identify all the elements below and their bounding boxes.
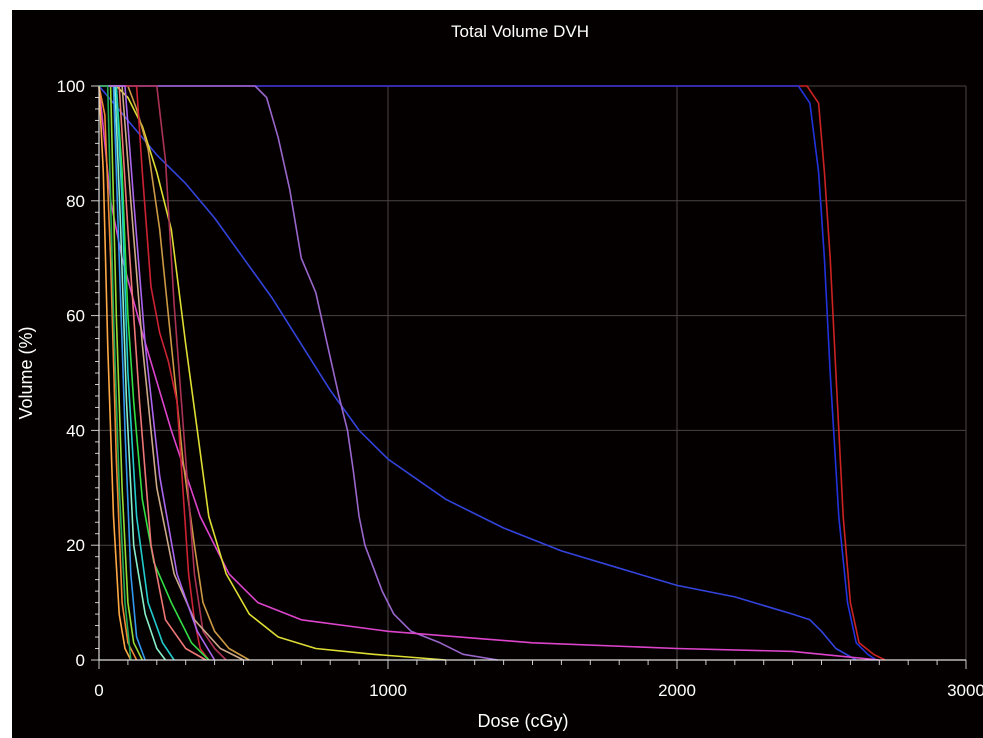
series-line-6 [99, 85, 446, 661]
series-line-17 [99, 85, 207, 661]
y-tick-label: 20 [66, 536, 85, 555]
series-line-3 [98, 85, 857, 661]
y-tick-label: 60 [66, 307, 85, 326]
minor-ticks [91, 85, 967, 669]
dvh-chart: Total Volume DVH 0 1000 2000 3000 0 20 40 60 80… [16, 22, 983, 731]
series-line-14 [98, 85, 132, 661]
x-tick-label: 0 [94, 681, 103, 700]
grid [99, 85, 967, 660]
series-line-4 [99, 85, 498, 661]
x-tick-label: 3000 [947, 681, 983, 700]
y-tick-label: 80 [66, 192, 85, 211]
x-tick-label: 1000 [369, 681, 407, 700]
series-line-18 [99, 85, 244, 661]
y-axis-label: Volume (%) [16, 326, 36, 419]
series-layer [98, 85, 886, 661]
series-line-13 [98, 85, 138, 661]
y-tick-labels: 0 20 40 60 80 100 [57, 77, 85, 670]
series-line-1 [99, 85, 886, 661]
axes [98, 86, 966, 661]
x-axis-label: Dose (cGy) [477, 711, 568, 731]
y-tick-label: 0 [76, 651, 85, 670]
y-tick-label: 100 [57, 77, 85, 96]
series-line-11 [99, 85, 175, 661]
y-tick-label: 40 [66, 421, 85, 440]
series-line-12 [99, 85, 167, 661]
x-tick-label: 2000 [658, 681, 696, 700]
series-line-9 [99, 85, 227, 661]
series-line-20 [99, 85, 132, 661]
series-line-2 [99, 85, 877, 661]
chart-title: Total Volume DVH [451, 22, 589, 41]
chart-frame: Total Volume DVH 0 1000 2000 3000 0 20 40 60 80… [12, 10, 983, 738]
x-tick-labels: 0 1000 2000 3000 [94, 681, 983, 700]
series-line-19 [99, 85, 216, 661]
series-line-5 [98, 85, 880, 661]
